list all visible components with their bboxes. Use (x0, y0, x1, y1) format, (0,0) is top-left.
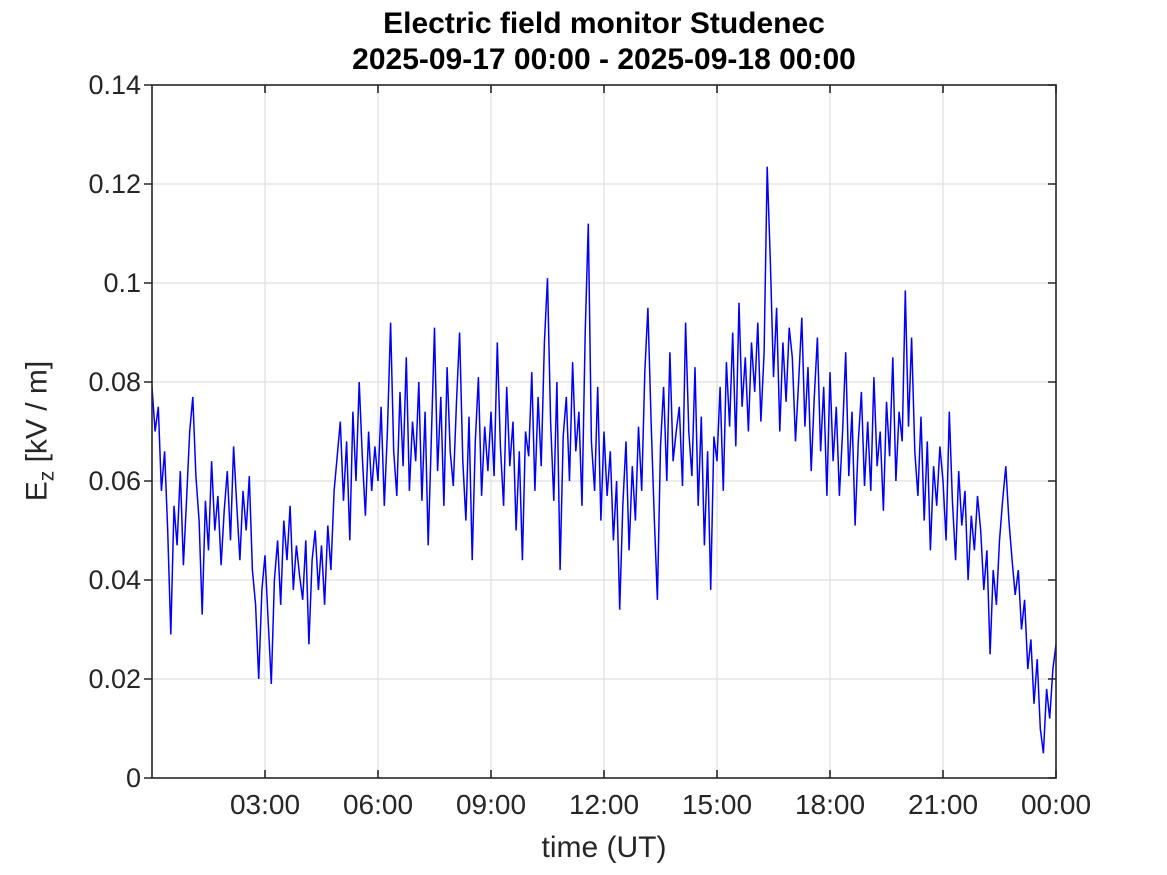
y-tick-label: 0.14 (88, 70, 141, 100)
y-tick-label: 0.1 (103, 268, 141, 298)
chart-subtitle: 2025-09-17 00:00 - 2025-09-18 00:00 (352, 43, 856, 76)
x-tick-label: 03:00 (229, 789, 301, 820)
y-tick-label: 0.08 (88, 367, 141, 397)
chart-title: Electric field monitor Studenec (383, 7, 825, 40)
gridlines (152, 85, 1056, 778)
data-line-ez (152, 166, 1056, 754)
x-tick-label: 18:00 (794, 789, 866, 820)
x-tick-label: 15:00 (681, 789, 753, 820)
y-axis-label-rest: [kV / m] (20, 360, 54, 471)
x-tick-label: 06:00 (342, 789, 414, 820)
y-axis-label-base: E (20, 481, 54, 502)
axis-ticks (144, 84, 1057, 779)
x-tick-label: 21:00 (907, 789, 979, 820)
y-tick-label: 0.12 (88, 169, 141, 199)
y-axis-label-sub: z (35, 470, 59, 482)
y-tick-label: 0.02 (88, 664, 141, 694)
y-tick-label: 0.04 (88, 565, 141, 595)
y-tick-label: 0.06 (88, 466, 141, 496)
x-axis-label: time (UT) (541, 831, 667, 864)
x-tick-label: 12:00 (568, 789, 640, 820)
x-tick-label: 09:00 (455, 789, 527, 820)
x-tick-label: 00:00 (1020, 789, 1092, 820)
y-tick-label: 0 (125, 763, 141, 793)
axis-box (151, 84, 1057, 779)
y-axis-label: Ez [kV / m] (21, 361, 60, 502)
